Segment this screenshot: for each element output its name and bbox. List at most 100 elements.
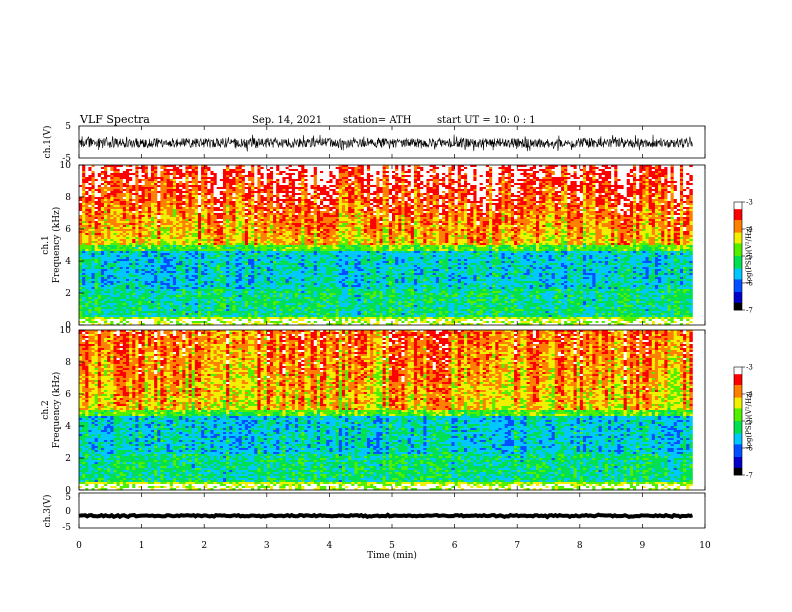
spectrogram-cell <box>182 207 186 210</box>
spectrogram-cell <box>172 193 177 196</box>
spectrogram-cell <box>226 209 230 212</box>
spectrogram-cell <box>482 207 487 210</box>
spectrogram-cell <box>423 175 427 178</box>
spectrogram-cell <box>598 171 603 174</box>
spectrogram-cell <box>648 177 653 180</box>
spectrogram-cell <box>201 199 205 202</box>
spectrogram-cell <box>626 183 631 186</box>
spectrogram-cell <box>614 207 618 210</box>
spectrogram-cell <box>94 183 99 186</box>
spectrogram-cell <box>129 205 133 208</box>
spectrogram-cell <box>85 183 89 186</box>
spectrogram-cell <box>642 213 646 216</box>
spectrogram-cell <box>457 207 462 210</box>
spectrogram-cell <box>166 201 171 204</box>
spectrogram-cell <box>570 179 574 182</box>
spectrogram-cell <box>554 185 559 188</box>
spectrogram-cell <box>420 191 424 194</box>
spectrogram-cell <box>291 195 296 198</box>
spectrogram-cell <box>363 177 368 180</box>
spectrogram-cell <box>257 201 261 204</box>
spectrogram-cell <box>598 173 603 176</box>
spectrogram-cell <box>564 165 568 168</box>
spectrogram-cell <box>454 167 459 170</box>
spectrogram-cell <box>138 183 142 186</box>
spectrogram-cell <box>100 175 105 178</box>
spectrogram-cell <box>354 199 358 202</box>
spectrogram-cell <box>620 169 624 172</box>
spectrogram-cell <box>598 211 603 214</box>
spectrogram-cell <box>485 207 490 210</box>
spectrogram-cell <box>291 185 296 188</box>
spectrogram-cell <box>79 199 83 202</box>
spectrogram-cell <box>232 199 236 202</box>
spectrogram-cell <box>626 177 631 180</box>
spectrogram-cell <box>673 201 678 204</box>
spectrogram-cell <box>645 185 649 188</box>
spectrogram-cell <box>82 197 86 200</box>
spectrogram-cell <box>645 193 649 196</box>
spectrogram-cell <box>539 195 543 198</box>
spectrogram-cell <box>197 201 202 204</box>
spectrogram-cell <box>104 183 108 186</box>
spectrogram-cell <box>176 211 180 214</box>
spectrogram-cell <box>445 199 449 202</box>
spectrogram-cell <box>82 215 86 218</box>
spectrogram-cell <box>269 169 274 172</box>
spectrogram-cell <box>138 165 142 168</box>
spectrogram-cell <box>226 187 230 190</box>
spectrogram-cell <box>185 213 189 216</box>
spectrogram-cell <box>357 203 361 206</box>
spectrogram-cell <box>485 167 490 170</box>
spectrogram-cell <box>79 175 83 178</box>
spectrogram-cell <box>623 189 628 192</box>
spectrogram-cell <box>683 211 687 214</box>
spectrogram-cell <box>435 179 440 182</box>
spectrogram-cell <box>282 199 286 202</box>
spectrogram-cell <box>207 179 211 182</box>
spectrogram-cell <box>94 171 99 174</box>
spectrogram-cell <box>194 167 199 170</box>
spectrogram-cell <box>633 175 637 178</box>
spectrogram-cell <box>520 165 524 168</box>
spectrogram-cell <box>373 201 377 204</box>
spectrogram-cell <box>510 187 515 190</box>
spectrogram-cell <box>548 179 552 182</box>
spectrogram-cell <box>176 175 180 178</box>
spectrogram-cell <box>617 201 621 204</box>
spectrogram-cell <box>392 197 396 200</box>
spectrogram-cell <box>160 193 164 196</box>
spectrogram-cell <box>216 175 221 178</box>
spectrogram-cell <box>113 191 117 194</box>
spectrogram-cell <box>598 205 603 208</box>
spectrogram-cell <box>122 183 127 186</box>
spectrogram-cell <box>320 203 324 206</box>
spectrogram-cell <box>473 181 477 184</box>
spectrogram-cell <box>410 189 415 192</box>
spectrogram-cell <box>429 169 433 172</box>
spectrogram-cell <box>91 177 95 180</box>
spectrogram-cell <box>266 199 271 202</box>
spectrogram-cell <box>485 169 490 172</box>
spectrogram-cell <box>113 171 117 174</box>
spectrogram-cell <box>504 203 509 206</box>
spectrogram-cell <box>160 179 164 182</box>
spectrogram-cell <box>154 213 158 216</box>
spectrogram-cell <box>204 171 208 174</box>
spectrogram-cell <box>489 171 493 174</box>
spectrogram-cell <box>463 179 468 182</box>
spectrogram-cell <box>345 185 349 188</box>
spectrogram-cell <box>645 211 649 214</box>
spectrogram-cell <box>689 213 693 216</box>
spectrogram-cell <box>689 165 693 168</box>
spectrogram-cell <box>410 207 415 210</box>
spectrogram-cell <box>94 209 99 212</box>
spectrogram-cell <box>604 189 609 192</box>
spectrogram-cell <box>338 195 343 198</box>
spectrogram-cell <box>598 195 603 198</box>
spectrogram-cell <box>266 201 271 204</box>
spectrogram-cell <box>313 181 318 184</box>
spectrogram-cell <box>420 207 424 210</box>
spectrogram-cell <box>207 167 211 170</box>
spectrogram-cell <box>470 209 474 212</box>
